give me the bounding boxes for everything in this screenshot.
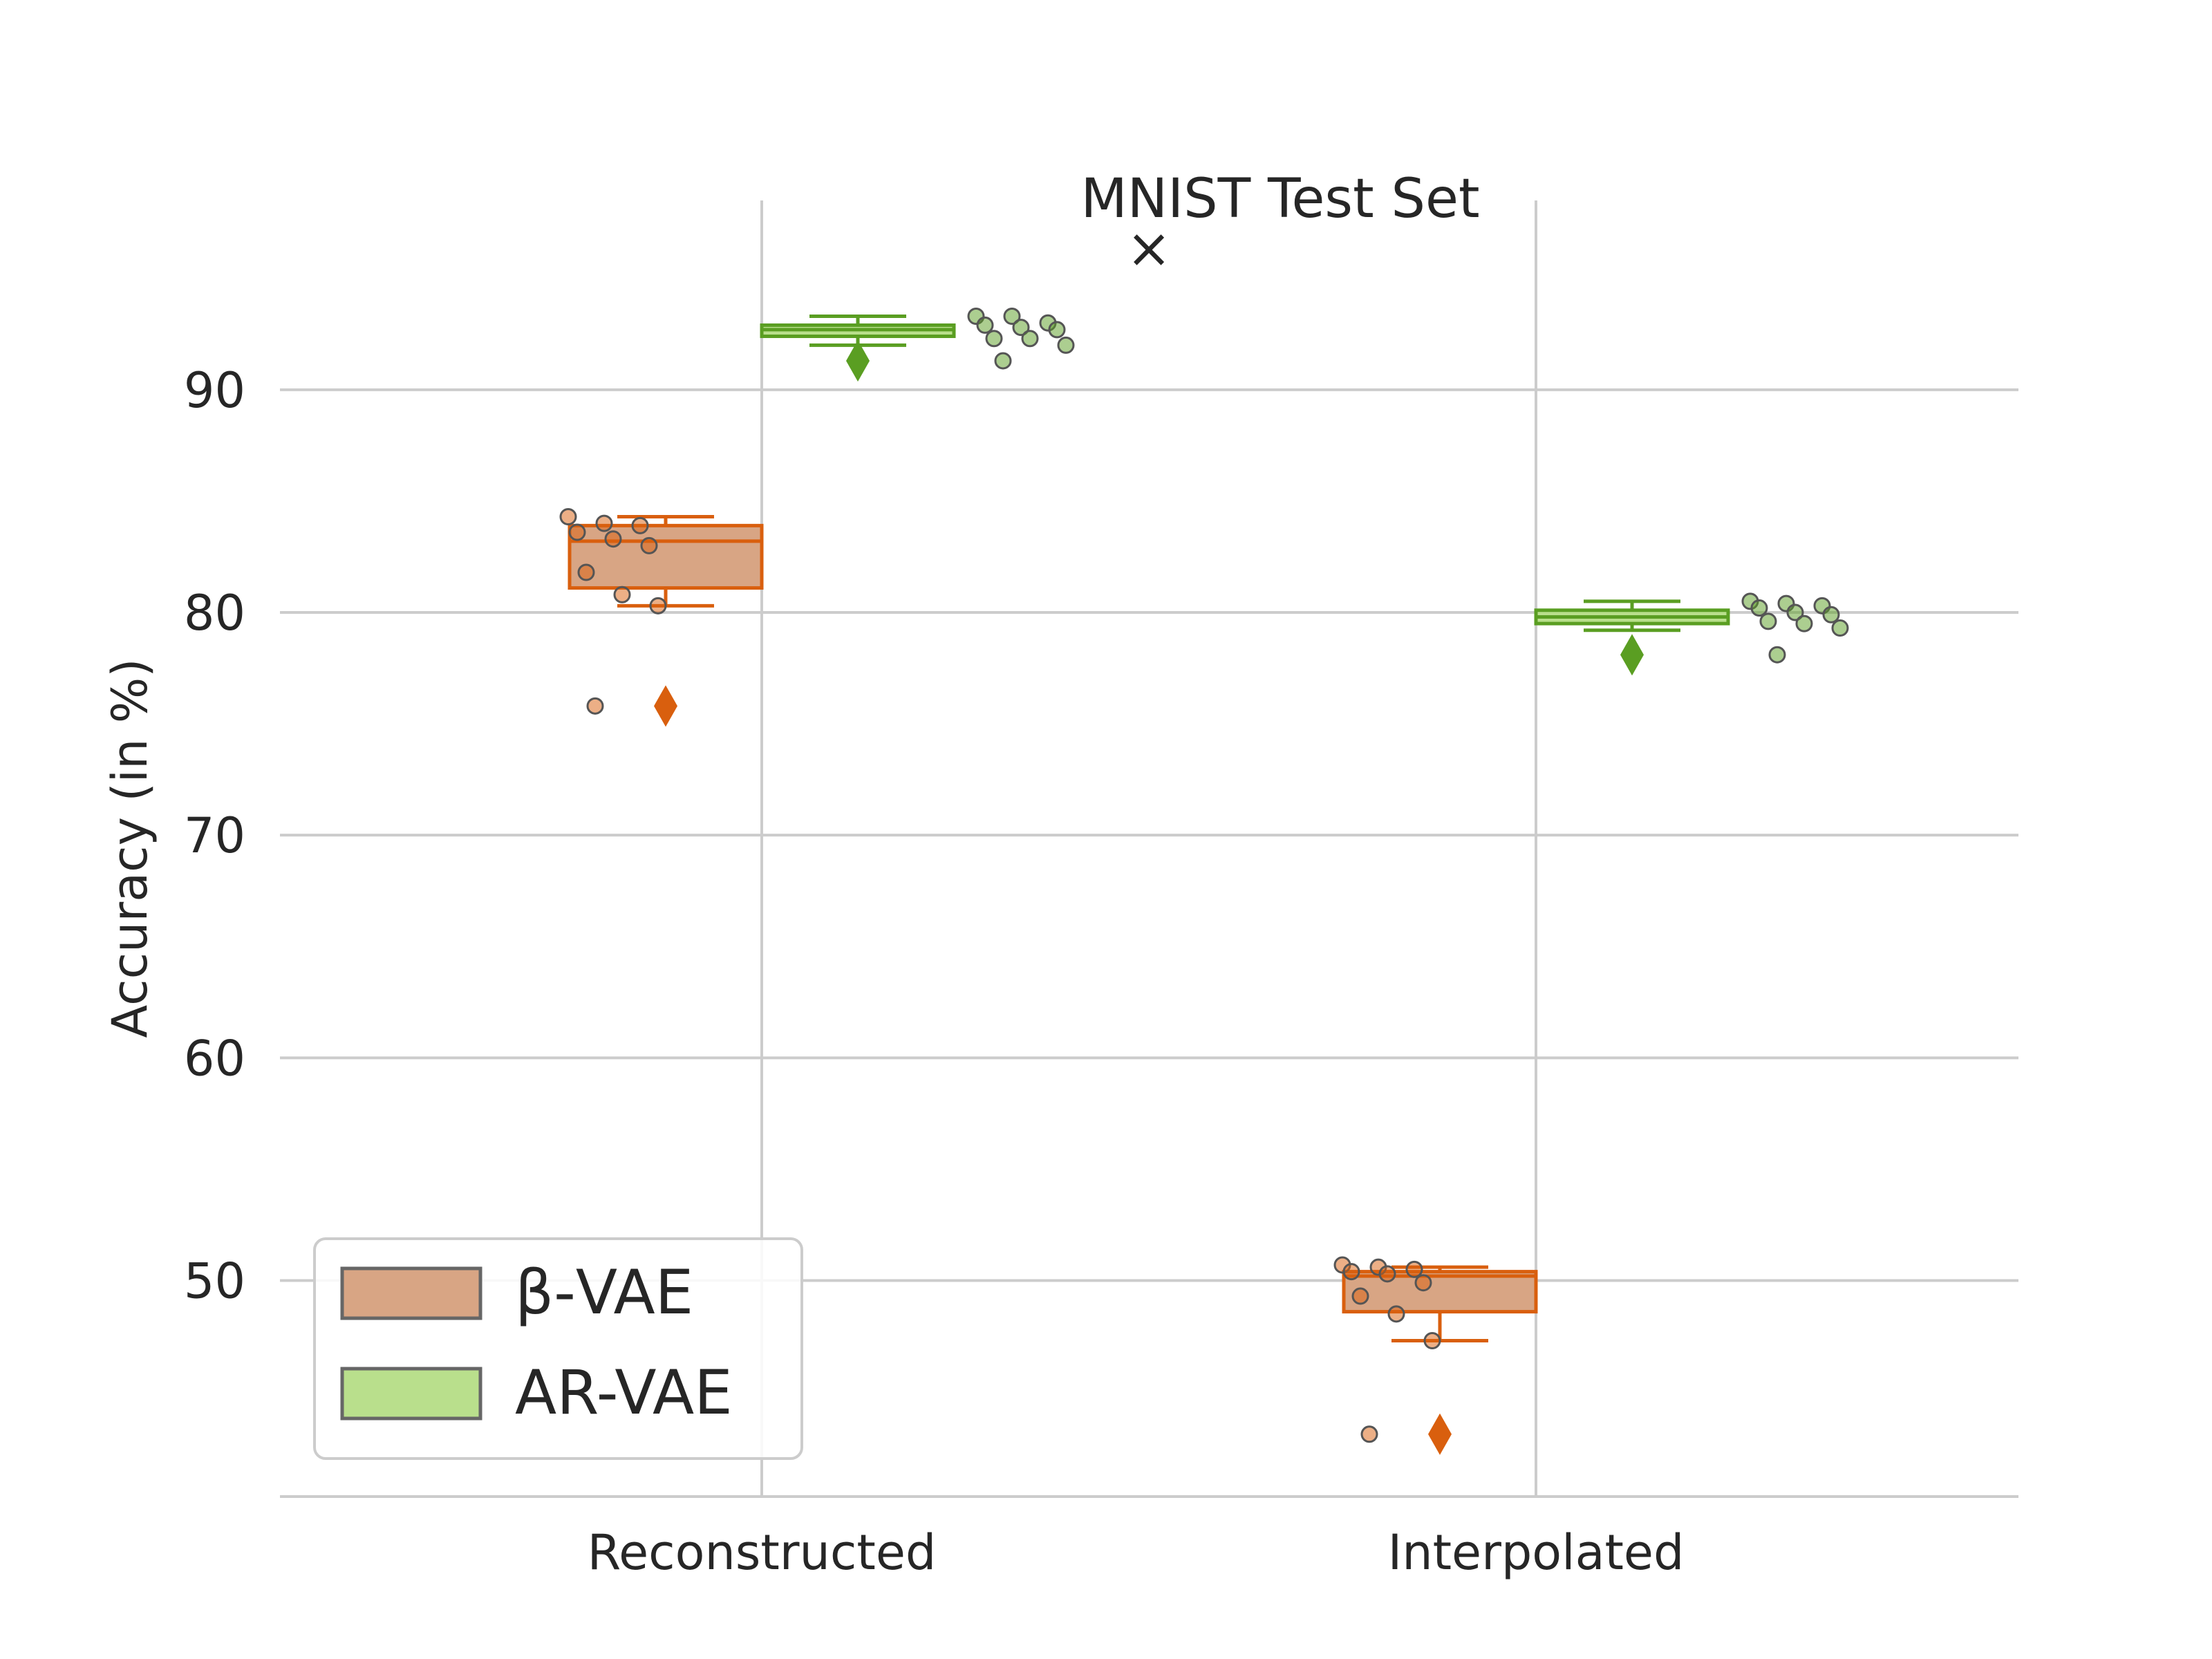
box-group: [1534, 592, 1849, 676]
mean-marker: [846, 339, 870, 382]
grid-lines: [280, 200, 2018, 1498]
data-point: [604, 530, 622, 548]
x-tick-label: Interpolated: [1388, 1524, 1685, 1581]
data-point: [568, 523, 586, 541]
legend: β-VAE AR-VAE: [313, 1237, 803, 1460]
data-point: [613, 585, 631, 603]
mean-marker: [654, 685, 677, 727]
y-tick-label: 90: [184, 362, 245, 419]
data-point: [1822, 606, 1840, 624]
data-point: [1012, 319, 1030, 337]
data-point: [631, 516, 649, 534]
mean-marker: [1620, 634, 1644, 676]
legend-swatch: [340, 1266, 482, 1320]
data-point: [1414, 1274, 1432, 1292]
y-tick-label: 60: [184, 1030, 245, 1087]
y-axis-label: Accuracy (in %): [102, 658, 158, 1038]
data-point: [1021, 330, 1039, 348]
x-tick-label: Reconstructed: [588, 1524, 937, 1581]
annotations: ×MNIST Test Set: [1080, 168, 1479, 280]
data-point: [1423, 1331, 1441, 1349]
data-point: [976, 316, 994, 334]
x-tick-labels: Reconstructed Interpolated: [588, 1524, 1685, 1581]
y-tick-labels: 50 60 70 80 90: [184, 362, 245, 1310]
box-group: [760, 308, 1075, 382]
data-point: [1342, 1263, 1360, 1281]
box-group: [559, 507, 764, 727]
mean-marker: [1428, 1413, 1452, 1455]
data-point: [1057, 336, 1075, 354]
y-tick-label: 50: [184, 1253, 245, 1310]
box-group: [1333, 1256, 1538, 1455]
data-point: [577, 563, 595, 581]
data-point: [640, 536, 658, 554]
data-point: [1405, 1260, 1423, 1278]
data-point: [1786, 603, 1804, 621]
data-point: [1768, 646, 1786, 664]
data-point: [1759, 612, 1777, 630]
annotation-marker: ×: [1126, 218, 1171, 280]
y-tick-label: 80: [184, 585, 245, 641]
data-point: [1003, 308, 1021, 326]
data-point: [1795, 615, 1813, 632]
data-point: [559, 507, 577, 525]
box-series: [559, 308, 1849, 1455]
y-tick-label: 70: [184, 807, 245, 864]
data-point: [1387, 1305, 1405, 1323]
legend-swatch: [340, 1367, 482, 1421]
data-point: [1048, 321, 1066, 339]
data-point: [1378, 1265, 1396, 1283]
data-point: [595, 514, 613, 532]
data-point: [649, 597, 667, 615]
data-point: [1360, 1425, 1378, 1443]
box: [1342, 1270, 1538, 1314]
legend-label: β-VAE: [515, 1257, 693, 1328]
data-point: [994, 352, 1012, 370]
annotation-label: MNIST Test Set: [1080, 168, 1479, 230]
data-point: [586, 697, 604, 715]
data-point: [1750, 599, 1768, 617]
data-point: [1351, 1287, 1369, 1305]
data-point: [985, 330, 1003, 348]
data-point: [1831, 619, 1849, 637]
legend-label: AR-VAE: [515, 1357, 733, 1428]
box: [568, 523, 764, 590]
